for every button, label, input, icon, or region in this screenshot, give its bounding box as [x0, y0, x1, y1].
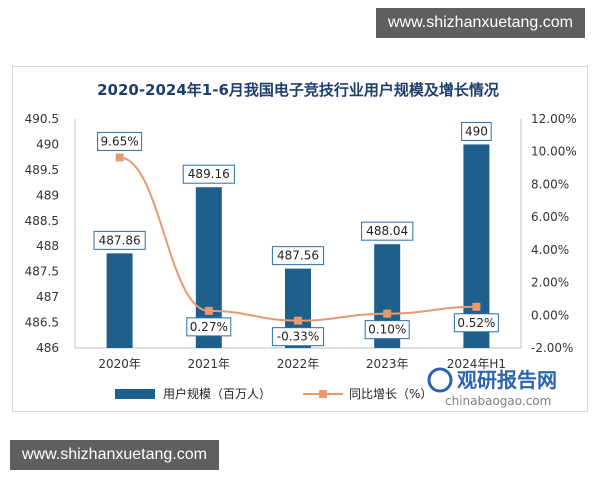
growth-point	[472, 302, 481, 311]
y-right-tick-label: 0.00%	[531, 308, 569, 322]
bar-value-label-box	[93, 230, 146, 250]
growth-point	[204, 306, 213, 315]
growth-value-label-box	[364, 320, 410, 340]
logo-url: chinabaogao.com	[445, 394, 551, 408]
growth-line	[119, 156, 477, 322]
x-tick-label: 2021年	[188, 357, 231, 371]
bar	[106, 253, 133, 348]
chart-svg: 2020-2024年1-6月我国电子竞技行业用户规模及增长情况 490.5 490 4…	[25, 81, 577, 408]
bar-value-label-box	[182, 164, 235, 184]
bar-value-label: 487.86	[99, 233, 141, 247]
bar-value-label: 490	[465, 124, 488, 138]
logo-mark	[427, 367, 453, 393]
watermark-bottom: www.shizhanxuetang.com	[10, 440, 219, 470]
growth-value-label: -0.33%	[277, 330, 319, 344]
legend-line-label: 同比增长（%）	[349, 387, 432, 401]
y-left-tick-label: 489.5	[25, 163, 59, 177]
growth-value-label-box	[186, 317, 232, 337]
y-left-tick-label: 490.5	[25, 112, 59, 126]
y-left-tick-label: 487	[36, 290, 59, 304]
y-left-tick-label: 487.5	[25, 265, 59, 279]
growth-point	[383, 309, 392, 318]
bar-value-label: 488.04	[366, 224, 408, 238]
legend-bar-swatch	[115, 389, 155, 399]
growth-value-label: 0.52%	[457, 316, 495, 330]
x-tick-label: 2022年	[277, 357, 320, 371]
y-right-tick-label: 6.00%	[531, 210, 569, 224]
y-right-tick-label: -2.00%	[531, 341, 573, 355]
growth-value-label: 9.65%	[101, 134, 139, 148]
chart-title: 2020-2024年1-6月我国电子竞技行业用户规模及增长情况	[97, 81, 499, 99]
chart-frame: 2020-2024年1-6月我国电子竞技行业用户规模及增长情况 490.5 490 4…	[12, 66, 588, 412]
growth-value-label: 0.10%	[368, 323, 406, 337]
logo-name: 观研报告网	[457, 368, 557, 392]
bar-value-label-box	[271, 246, 325, 266]
y-right-tick-label: 4.00%	[531, 243, 569, 257]
watermark-top: www.shizhanxuetang.com	[376, 8, 585, 38]
growth-value-label-box	[97, 131, 143, 151]
y-left-tick-label: 489	[36, 188, 59, 202]
bar-value-label: 489.16	[188, 167, 230, 181]
bar-value-label-box	[361, 221, 414, 241]
growth-value-label-box	[271, 327, 325, 347]
bar-value-label-box	[461, 121, 492, 141]
y-left-tick-label: 490	[36, 137, 59, 151]
y-left-tick-label: 488	[36, 239, 59, 253]
y-left-tick-label: 486	[36, 341, 59, 355]
y-right-tick-label: 2.00%	[531, 276, 569, 290]
x-tick-label: 2020年	[98, 357, 141, 371]
x-tick-label: 2024年H1	[447, 357, 506, 371]
bar-value-label: 487.56	[277, 249, 319, 263]
y-right-tick-label: 8.00%	[531, 177, 569, 191]
growth-value-label: 0.27%	[190, 320, 228, 334]
legend-line-marker	[319, 390, 327, 398]
x-tick-label: 2023年	[366, 357, 409, 371]
growth-value-label-box	[453, 313, 499, 333]
y-left-tick-label: 488.5	[25, 214, 59, 228]
y-right-tick-label: 10.00%	[531, 145, 577, 159]
legend-bar-label: 用户规模（百万人）	[163, 386, 271, 401]
y-left-tick-label: 486.5	[25, 316, 59, 330]
y-right-tick-label: 12.00%	[531, 112, 577, 126]
growth-point	[294, 316, 302, 325]
growth-point	[115, 153, 124, 162]
